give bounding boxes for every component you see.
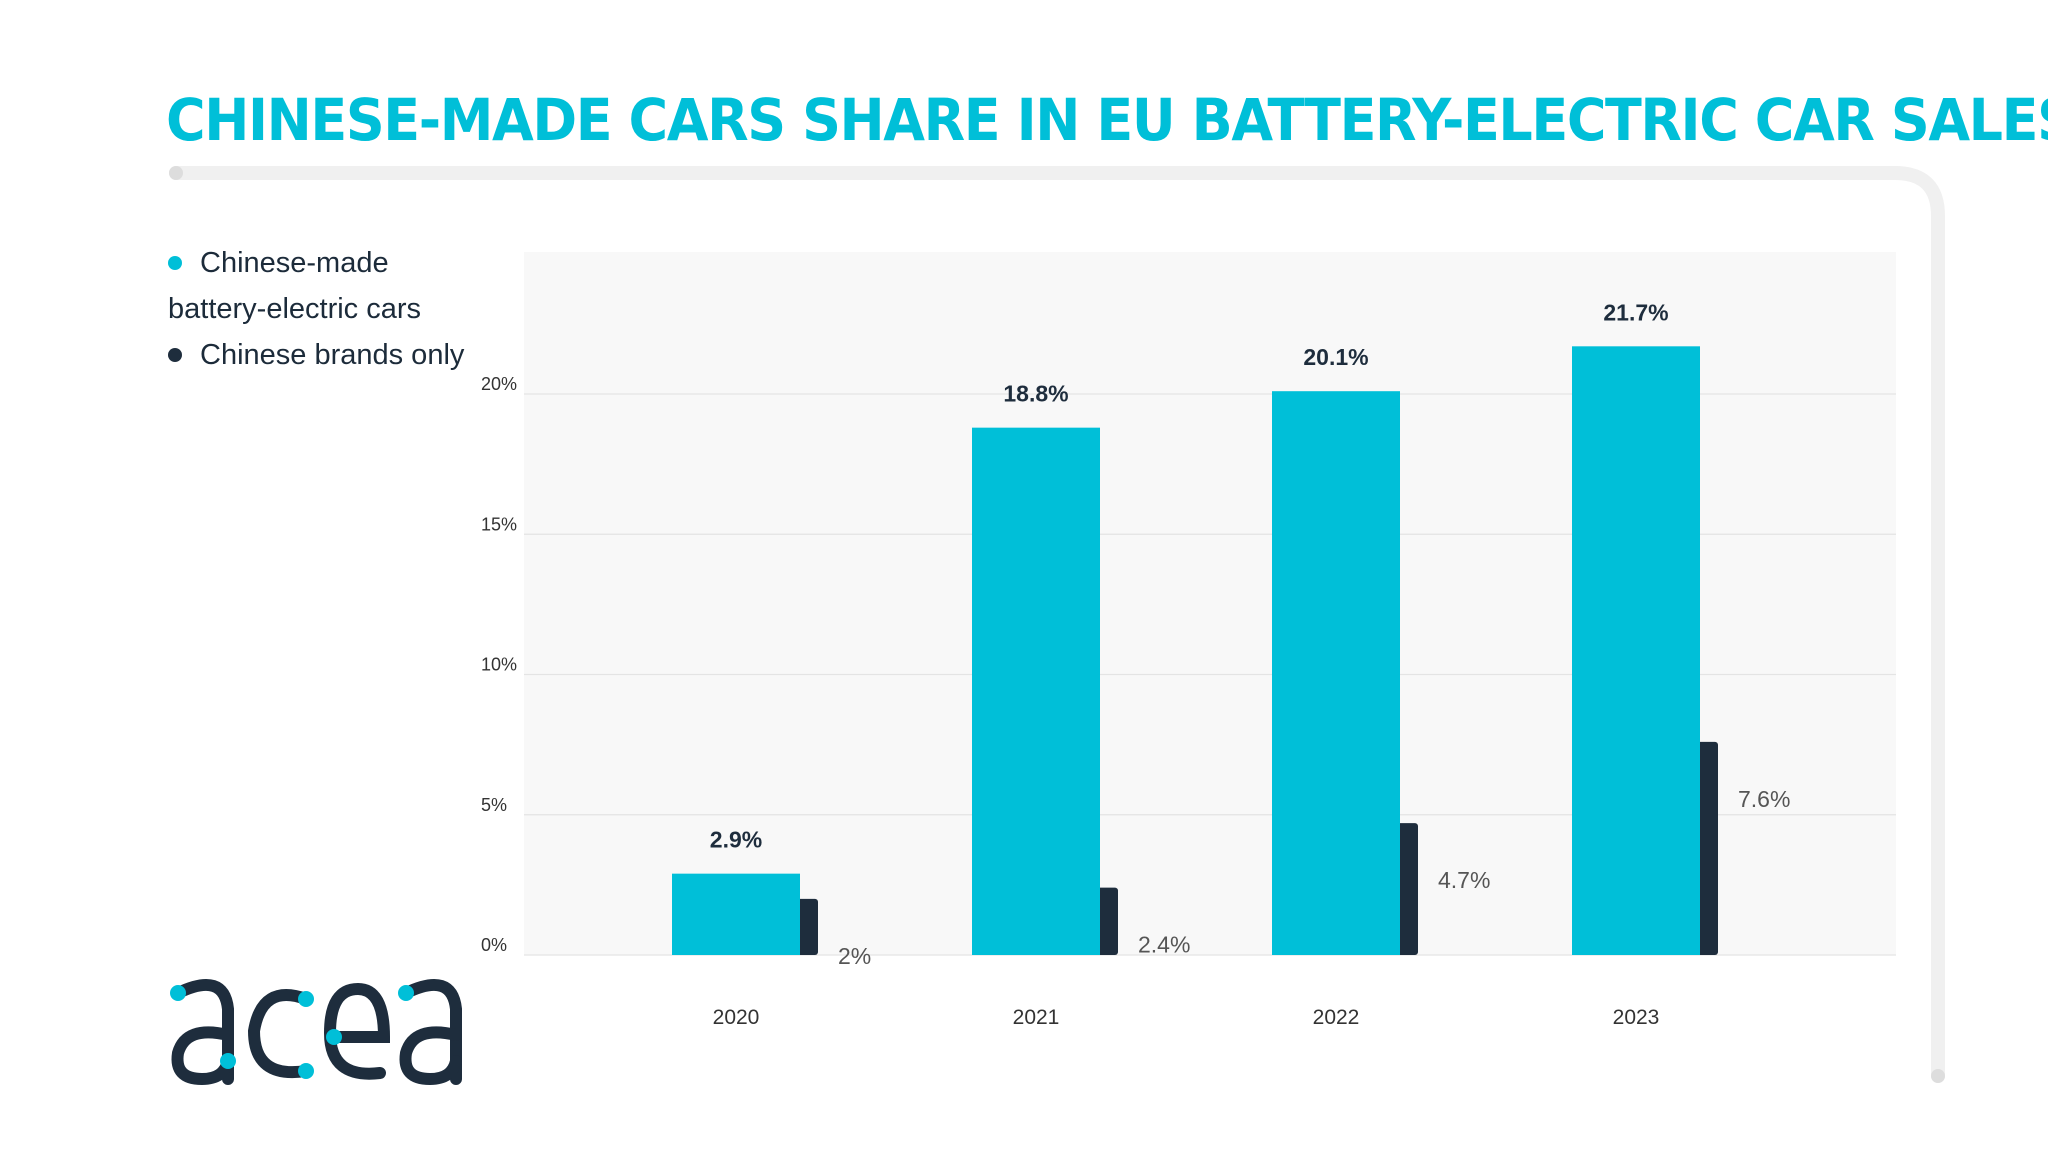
bar-chinese-brands-2022 <box>1396 823 1418 955</box>
legend-label-chinese-brands: Chinese brands only <box>200 339 465 371</box>
legend-item-chinese-brands: Chinese brands only <box>168 332 464 378</box>
data-label-chinese-made: 18.8% <box>1003 381 1068 407</box>
bar-chinese-brands-2021 <box>1096 887 1118 955</box>
data-label-chinese-made: 2.9% <box>710 827 762 853</box>
data-label-chinese-brands: 2.4% <box>1138 932 1190 958</box>
legend-item-chinese-made: Chinese-made <box>168 240 464 286</box>
chart-legend: Chinese-made battery-electric cars Chine… <box>168 240 464 378</box>
legend-label-chinese-made-line2: battery-electric cars <box>168 293 422 325</box>
legend-swatch-chinese-made <box>168 256 182 270</box>
bar-chinese-made-2020 <box>672 873 800 955</box>
data-label-chinese-made: 20.1% <box>1303 344 1368 370</box>
x-tick-label: 2022 <box>1313 1006 1360 1029</box>
bar-chinese-made-2022 <box>1272 391 1400 955</box>
legend-label-chinese-made-line1: Chinese-made <box>200 247 389 279</box>
y-tick-label: 10% <box>481 655 517 675</box>
bar-chinese-brands-2020 <box>796 898 818 955</box>
y-tick-label: 0% <box>481 935 507 955</box>
legend-swatch-chinese-brands <box>168 348 182 362</box>
x-tick-label: 2023 <box>1613 1006 1660 1029</box>
data-label-chinese-brands: 7.6% <box>1738 786 1790 812</box>
acea-logo <box>170 979 462 1086</box>
bar-chinese-made-2023 <box>1572 346 1700 955</box>
data-label-chinese-brands: 4.7% <box>1438 867 1490 893</box>
y-tick-label: 20% <box>481 374 517 394</box>
y-tick-label: 5% <box>481 795 507 815</box>
x-tick-label: 2020 <box>713 1006 760 1029</box>
bar-chinese-made-2021 <box>972 427 1100 955</box>
bar-chinese-brands-2023 <box>1696 741 1718 955</box>
y-tick-label: 15% <box>481 514 517 534</box>
page-title: CHINESE-MADE CARS SHARE IN EU BATTERY-EL… <box>166 86 2048 154</box>
data-label-chinese-brands: 2% <box>838 943 871 969</box>
x-tick-label: 2021 <box>1013 1006 1060 1029</box>
data-label-chinese-made: 21.7% <box>1603 299 1668 325</box>
